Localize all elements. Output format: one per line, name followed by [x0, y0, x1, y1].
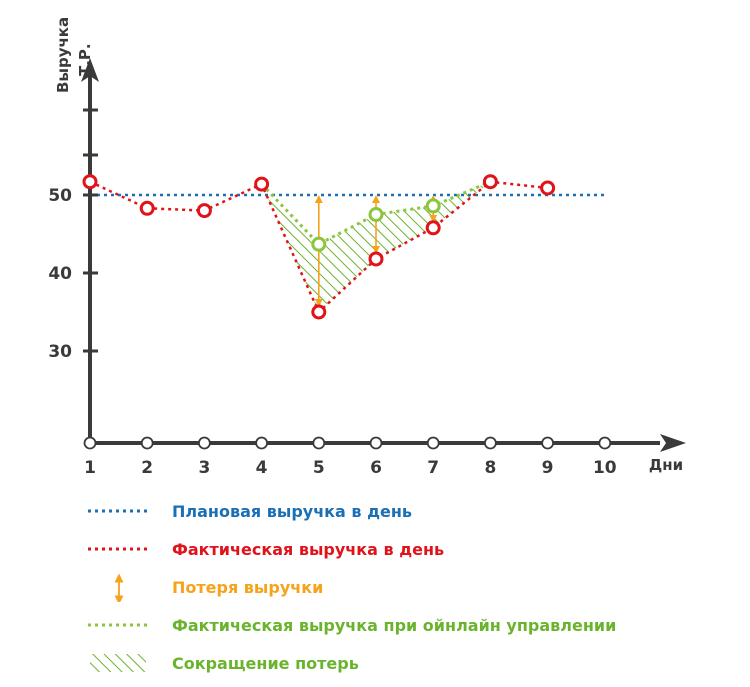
online-point-day-6 — [368, 207, 384, 222]
x-tick-label-4: 4 — [256, 458, 268, 478]
actual-point-day-9 — [540, 180, 556, 196]
legend-label-reduction: Сокращение потерь — [172, 653, 359, 673]
legend-swatch-online — [88, 623, 148, 627]
x-tick-marker-8 — [483, 436, 497, 450]
legend-item-planned: Плановая выручка в день — [86, 492, 726, 530]
legend-item-reduction: Сокращение потерь — [86, 644, 726, 682]
x-tick-marker-6 — [369, 436, 383, 450]
x-tick-label-2: 2 — [141, 458, 153, 478]
x-tick-label-1: 1 — [84, 458, 96, 478]
legend-label-actual: Фактическая выручка в день — [172, 539, 445, 559]
x-tick-label-7: 7 — [427, 458, 439, 478]
actual-point-day-7 — [425, 220, 441, 236]
legend-swatch-reduction — [90, 654, 146, 672]
y-axis-label-unit: Т.Р. — [76, 43, 94, 76]
y-axis-label-title: Выручка — [54, 17, 72, 93]
legend-item-online: Фактическая выручка при ойнлайн управлен… — [86, 606, 726, 644]
x-tick-marker-10 — [598, 436, 612, 450]
actual-point-day-2 — [139, 200, 155, 216]
legend-label-online: Фактическая выручка при ойнлайн управлен… — [172, 615, 617, 635]
actual-point-day-4 — [254, 176, 270, 192]
y-axis-arrow — [81, 58, 99, 82]
y-axis-label: Выручка Т.Р. — [54, 17, 94, 93]
legend: Плановая выручка в день Фактическая выру… — [86, 492, 726, 682]
actual-point-day-8 — [482, 174, 498, 190]
actual-point-day-6 — [368, 251, 384, 267]
online-point-day-7 — [425, 198, 441, 214]
actual-point-day-3 — [196, 203, 212, 219]
x-tick-marker-5 — [312, 436, 326, 450]
legend-swatch-actual — [88, 547, 148, 551]
y-tick-label-50: 50 — [48, 186, 72, 206]
x-tick-marker-1 — [83, 436, 97, 450]
axes — [81, 58, 686, 452]
x-axis-label: Дни — [649, 456, 683, 474]
legend-label-loss: Потеря выручки — [172, 577, 324, 597]
legend-label-planned: Плановая выручка в день — [172, 501, 413, 521]
legend-swatch-planned — [88, 509, 148, 513]
actual-point-day-5 — [311, 304, 327, 320]
legend-item-loss: Потеря выручки — [86, 568, 726, 606]
x-tick-label-3: 3 — [198, 458, 210, 478]
x-tick-marker-2 — [140, 436, 154, 450]
y-tick-label-40: 40 — [48, 264, 72, 284]
x-tick-marker-7 — [426, 436, 440, 450]
online-point-day-5 — [311, 236, 327, 252]
y-tick-label-30: 30 — [48, 342, 72, 362]
x-tick-label-6: 6 — [370, 458, 382, 478]
actual-point-day-1 — [82, 174, 98, 190]
x-tick-label-8: 8 — [484, 458, 496, 478]
x-axis-arrow — [660, 434, 686, 452]
revenue-chart: 1 2 3 4 5 6 7 8 9 10 30 40 50 Дни Выручка Т.Р. — [48, 17, 686, 478]
legend-swatch-loss — [114, 573, 124, 602]
x-tick-label-5: 5 — [313, 458, 325, 478]
x-tick-marker-9 — [541, 436, 554, 450]
x-tick-label-10: 10 — [593, 458, 617, 478]
legend-item-actual: Фактическая выручка в день — [86, 530, 726, 568]
x-tick-marker-3 — [197, 436, 211, 450]
x-tick-marker-4 — [255, 436, 269, 450]
x-tick-label-9: 9 — [542, 458, 554, 478]
